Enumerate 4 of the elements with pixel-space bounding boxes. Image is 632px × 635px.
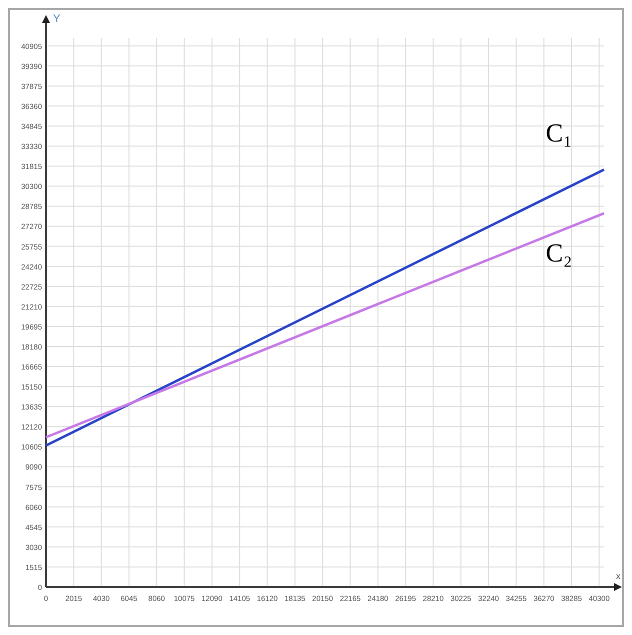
y-axis-title: Y <box>53 13 61 25</box>
x-axis-title: x <box>616 571 621 581</box>
series-label: C₁ <box>546 118 572 148</box>
series-label: C₂ <box>546 238 572 268</box>
